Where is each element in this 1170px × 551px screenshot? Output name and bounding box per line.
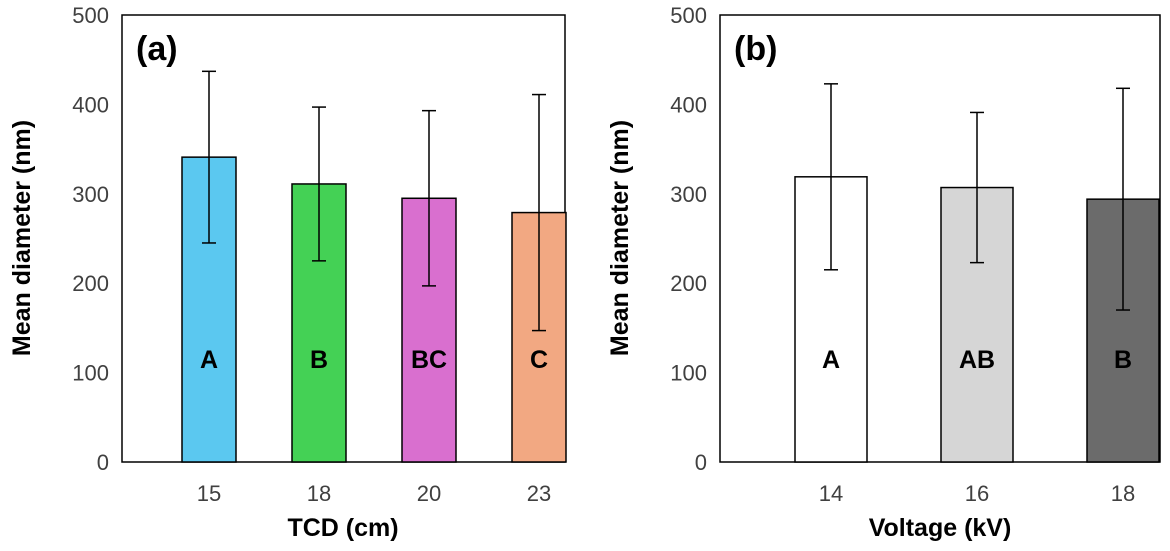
panel-label-a: (a) xyxy=(136,30,178,68)
x-tick-label-a-18: 18 xyxy=(307,481,331,506)
y-tick-label-a: 200 xyxy=(72,271,109,296)
x-tick-labels-a: 15 18 20 23 xyxy=(197,481,551,506)
y-tick-label-a: 100 xyxy=(72,361,109,386)
bars-a: A B BC C xyxy=(181,70,567,463)
panel-label-b: (b) xyxy=(734,30,777,68)
x-tick-labels-b: 14 16 18 xyxy=(819,481,1135,506)
x-tick-label-a-20: 20 xyxy=(417,481,441,506)
significance-letter-a-18: B xyxy=(310,346,328,374)
panel-a: (a) 0 100 200 300 400 500 A B BC C 15 18 20 23 TCD … xyxy=(8,3,567,542)
significance-letter-b-18: B xyxy=(1114,346,1132,374)
y-tick-label-a: 500 xyxy=(72,3,109,28)
y-tick-label-b: 300 xyxy=(670,182,707,207)
x-tick-label-a-23: 23 xyxy=(527,481,551,506)
y-tick-label-a: 0 xyxy=(97,450,109,475)
y-tick-label-a: 300 xyxy=(72,182,109,207)
x-tick-label-b-18: 18 xyxy=(1111,481,1135,506)
y-tick-labels-b: 0 100 200 300 400 500 xyxy=(670,3,707,475)
x-tick-label-b-16: 16 xyxy=(965,481,989,506)
y-axis-title-a: Mean diameter (nm) xyxy=(8,120,36,356)
y-tick-labels-a: 0 100 200 300 400 500 xyxy=(72,3,109,475)
significance-letter-a-20: BC xyxy=(411,346,447,374)
significance-letter-a-15: A xyxy=(200,346,218,374)
y-axis-title-b: Mean diameter (nm) xyxy=(606,120,634,356)
x-tick-label-b-14: 14 xyxy=(819,481,843,506)
x-axis-title-b: Voltage (kV) xyxy=(869,514,1012,542)
y-tick-label-b: 0 xyxy=(695,450,707,475)
plot-frame-b xyxy=(719,14,1161,463)
significance-letter-b-14: A xyxy=(822,346,840,374)
y-tick-label-b: 500 xyxy=(670,3,707,28)
x-tick-label-a-15: 15 xyxy=(197,481,221,506)
significance-letter-b-16: AB xyxy=(959,346,995,374)
bar-a-20 xyxy=(401,197,457,463)
y-tick-label-a: 400 xyxy=(72,92,109,117)
significance-letter-a-23: C xyxy=(530,346,548,374)
y-tick-label-b: 100 xyxy=(670,361,707,386)
x-axis-title-a: TCD (cm) xyxy=(287,514,398,542)
panel-b: (b) 0 100 200 300 400 500 A AB B 14 16 18 Voltage… xyxy=(606,3,1161,542)
bars-b: A AB B xyxy=(794,83,1160,463)
y-tick-label-b: 200 xyxy=(670,271,707,296)
y-tick-label-b: 400 xyxy=(670,92,707,117)
